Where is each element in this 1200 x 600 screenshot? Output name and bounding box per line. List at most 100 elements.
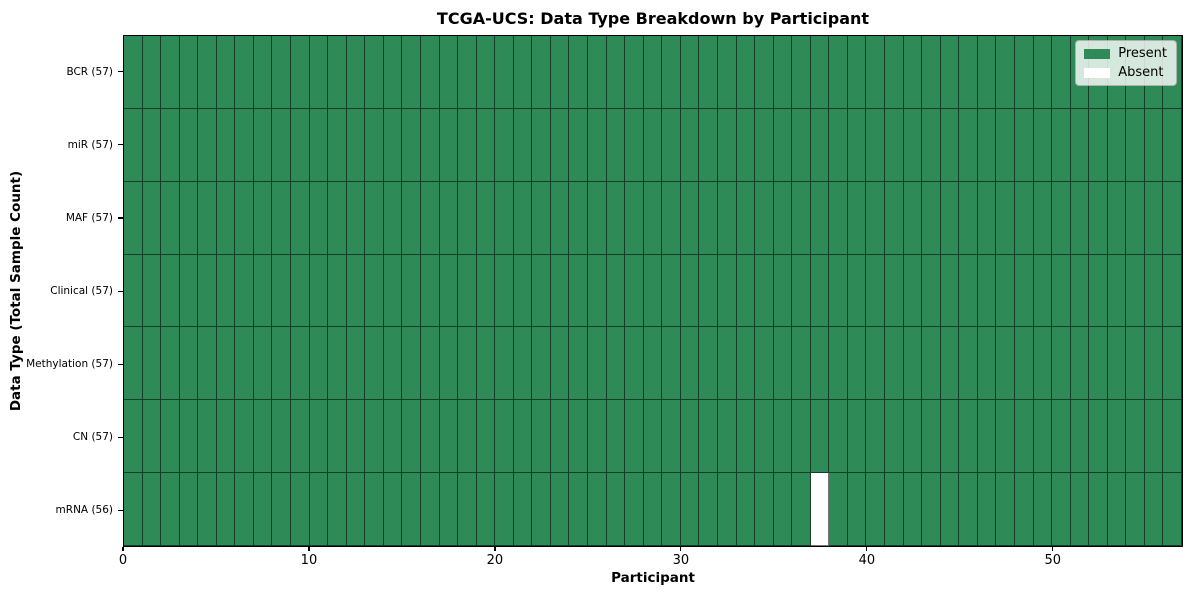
heatmap-cell-present [792, 327, 811, 401]
heatmap-cell-present [1089, 108, 1108, 182]
legend-item-absent: Absent [1084, 66, 1167, 79]
heatmap-cell-present [736, 400, 756, 474]
heatmap-cell-present [550, 473, 570, 546]
heatmap-cell-present [458, 254, 477, 328]
heatmap-cell-present [420, 327, 440, 401]
heatmap-cell-present [1014, 473, 1034, 546]
x-tick-label: 40 [858, 553, 876, 568]
heatmap-cell-present [365, 327, 384, 401]
heatmap-cell-present [513, 473, 533, 546]
heatmap-cell-present [439, 473, 459, 546]
heatmap-cell-present [513, 108, 533, 182]
heatmap-cell-present [402, 327, 421, 401]
legend-item-present: Present [1084, 47, 1167, 60]
heatmap-cell-present [272, 473, 292, 546]
heatmap-cell-present [1107, 473, 1127, 546]
heatmap-cell-present [699, 473, 718, 546]
heatmap-cell-present [866, 36, 886, 109]
heatmap-cell-present [1070, 327, 1090, 401]
heatmap-cell-present [161, 473, 180, 546]
heatmap-cell-present [1126, 473, 1145, 546]
heatmap-cell-present [922, 254, 941, 328]
heatmap-cell-present [755, 254, 774, 328]
x-tick-label: 30 [672, 553, 690, 568]
y-tick-mark [118, 363, 123, 365]
heatmap-cell-present [847, 400, 867, 474]
heatmap-cell-present [996, 400, 1015, 474]
heatmap-cell-present [1163, 473, 1182, 546]
heatmap-cell-present [903, 254, 923, 328]
heatmap-cell-present [439, 400, 459, 474]
heatmap-cell-present [439, 36, 459, 109]
heatmap-cell-present [309, 400, 329, 474]
heatmap-cell-present [216, 254, 236, 328]
heatmap-cell-present [662, 327, 681, 401]
heatmap-cell-present [161, 108, 180, 182]
heatmap-cell-present [736, 254, 756, 328]
heatmap-cell-present [532, 473, 551, 546]
heatmap-cell-present [458, 181, 477, 255]
heatmap-cell-present [680, 254, 700, 328]
heatmap-cell-present [699, 181, 718, 255]
heatmap-cell-present [792, 181, 811, 255]
heatmap-cell-present [383, 181, 403, 255]
heatmap-cell-present [309, 108, 329, 182]
heatmap-cell-present [476, 254, 496, 328]
heatmap-cell-present [680, 181, 700, 255]
x-tick-mark [680, 547, 682, 551]
heatmap-cell-present [1126, 327, 1145, 401]
x-tick-label: 10 [300, 553, 318, 568]
heatmap-cell-present [588, 181, 607, 255]
heatmap-cell-present [383, 36, 403, 109]
heatmap-cell-present [328, 36, 347, 109]
heatmap-cell-present [959, 400, 978, 474]
heatmap-cell-present [495, 473, 514, 546]
chart-title: TCGA-UCS: Data Type Breakdown by Partici… [436, 9, 870, 28]
heatmap-cell-present [847, 327, 867, 401]
heatmap-cell-present [885, 327, 904, 401]
heatmap-cell-present [569, 36, 589, 109]
heatmap-cell-present [235, 36, 254, 109]
heatmap-cell-present [420, 473, 440, 546]
heatmap-cell-present [291, 327, 310, 401]
heatmap-cell-present [495, 254, 514, 328]
heatmap-cell-present [829, 473, 848, 546]
heatmap-cell-present [847, 473, 867, 546]
heatmap-cell-present [773, 36, 793, 109]
heatmap-cell-present [977, 36, 997, 109]
heatmap-cell-present [420, 108, 440, 182]
heatmap-cell-present [253, 254, 273, 328]
heatmap-cell-present [1014, 327, 1034, 401]
heatmap-cell-present [383, 327, 403, 401]
heatmap-cell-present [662, 400, 681, 474]
heatmap-cell-present [179, 36, 199, 109]
heatmap-cell-present [996, 473, 1015, 546]
heatmap-cell-present [903, 327, 923, 401]
heatmap-cell-present [643, 108, 663, 182]
heatmap-cell-present [179, 473, 199, 546]
heatmap-cell-present [513, 327, 533, 401]
heatmap-cell-present [1126, 181, 1145, 255]
heatmap-cell-present [977, 327, 997, 401]
heatmap-cell-present [272, 254, 292, 328]
heatmap-cell-present [495, 400, 514, 474]
heatmap-cell-present [940, 254, 960, 328]
heatmap-cell-present [606, 473, 626, 546]
heatmap-cell-present [365, 400, 384, 474]
heatmap-cell-present [922, 108, 941, 182]
heatmap-cell-present [885, 473, 904, 546]
heatmap-cell-present [458, 400, 477, 474]
heatmap-cell-present [495, 181, 514, 255]
y-tick-mark [118, 290, 123, 292]
heatmap-cell-present [810, 36, 830, 109]
heatmap-cell-present [625, 400, 644, 474]
heatmap-cell-present [1144, 473, 1164, 546]
heatmap-cell-present [161, 400, 180, 474]
heatmap-cell-present [439, 108, 459, 182]
heatmap-cell-present [736, 473, 756, 546]
heatmap-cell-present [643, 327, 663, 401]
heatmap-cell-present [866, 254, 886, 328]
heatmap-cell-present [810, 181, 830, 255]
heatmap-cell-present [736, 36, 756, 109]
heatmap-cell-present [309, 473, 329, 546]
